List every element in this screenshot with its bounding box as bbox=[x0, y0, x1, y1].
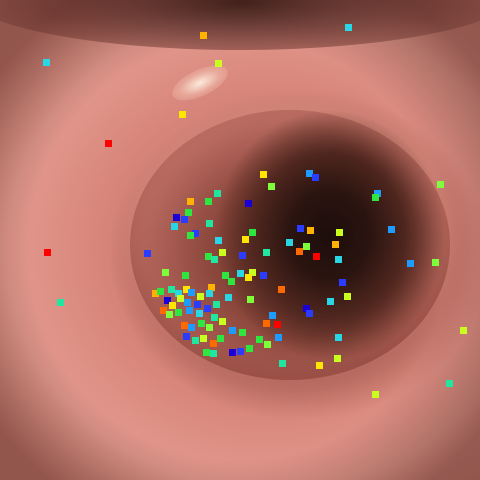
keypoint-marker bbox=[372, 391, 379, 398]
keypoint-marker bbox=[179, 111, 186, 118]
keypoint-marker bbox=[105, 140, 112, 147]
keypoint-marker bbox=[446, 380, 453, 387]
keypoint-marker bbox=[44, 249, 51, 256]
keypoint-marker bbox=[437, 181, 444, 188]
upper-wall-shadow bbox=[0, 0, 480, 50]
mucosal-fold-ring bbox=[130, 110, 450, 380]
keypoint-marker bbox=[460, 327, 467, 334]
keypoint-marker bbox=[43, 59, 50, 66]
keypoint-marker bbox=[57, 299, 64, 306]
specular-highlight bbox=[167, 58, 233, 108]
